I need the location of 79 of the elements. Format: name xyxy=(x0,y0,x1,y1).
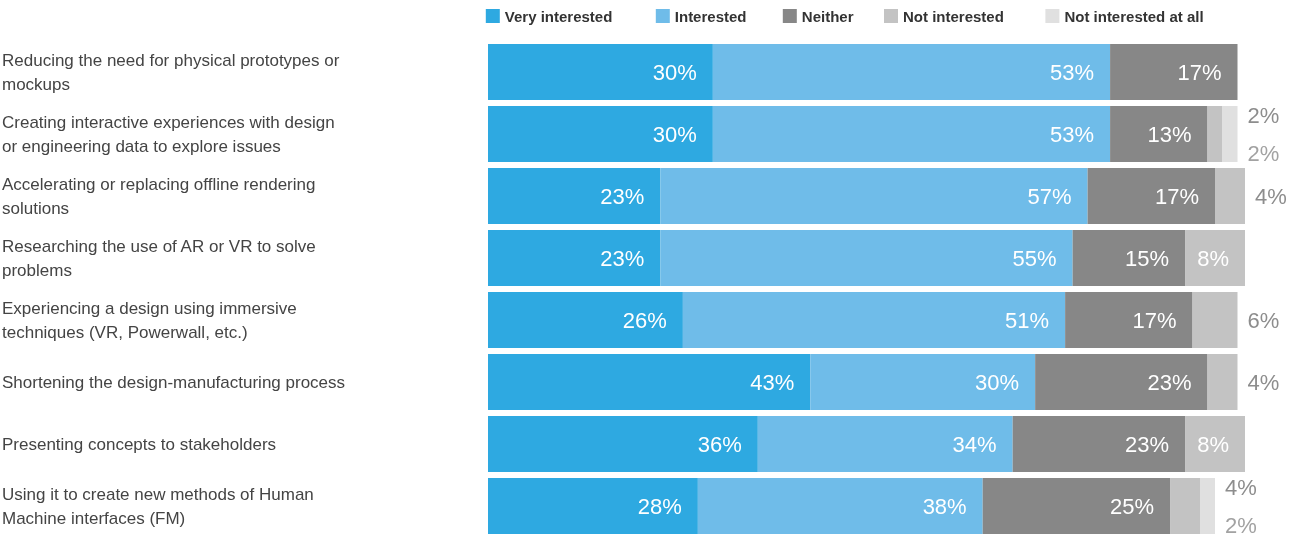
bar xyxy=(660,168,1088,224)
bar xyxy=(488,292,683,348)
data-label: 4% xyxy=(1255,183,1287,209)
data-label: 30% xyxy=(652,59,697,85)
bar xyxy=(1072,230,1186,286)
bar xyxy=(697,478,983,534)
legend-label: Not interested xyxy=(903,7,1004,25)
bar xyxy=(660,230,1073,286)
bar xyxy=(757,416,1013,472)
data-label: 2% xyxy=(1225,512,1257,538)
data-label: 4% xyxy=(1247,369,1280,395)
data-label: 55% xyxy=(1012,245,1057,271)
bar xyxy=(712,44,1111,100)
y-tick-label: Presenting concepts to stakeholders xyxy=(2,434,277,454)
y-tick-label: Reducing the need for physical prototypes or mockups xyxy=(2,50,340,94)
data-label: 23% xyxy=(600,183,645,209)
bar xyxy=(488,416,758,472)
bar xyxy=(488,106,713,162)
data-label: 15% xyxy=(1124,245,1170,271)
data-label: 6% xyxy=(1247,307,1280,333)
data-label: 23% xyxy=(600,245,645,271)
bar xyxy=(1222,106,1238,162)
bar xyxy=(1215,168,1245,224)
bar xyxy=(1192,292,1238,348)
data-label: 26% xyxy=(622,307,667,333)
bar xyxy=(1110,106,1208,162)
data-label: 23% xyxy=(1124,431,1170,457)
bar xyxy=(682,292,1066,348)
bar xyxy=(488,44,713,100)
data-label: 25% xyxy=(1110,493,1155,519)
bar xyxy=(712,106,1111,162)
bar xyxy=(1185,416,1245,472)
data-label: 2% xyxy=(1247,102,1280,128)
y-tick-label: Accelerating or replacing offline rendering solutions xyxy=(2,174,316,218)
data-label: 53% xyxy=(1050,121,1095,147)
data-label: 30% xyxy=(652,121,697,147)
bar xyxy=(1087,168,1216,224)
data-label: 28% xyxy=(637,493,682,519)
data-label: 57% xyxy=(1027,183,1072,209)
data-label: 23% xyxy=(1147,369,1192,395)
bar xyxy=(810,354,1036,410)
data-label: 38% xyxy=(922,493,967,519)
bar xyxy=(1207,106,1223,162)
data-label: 8% xyxy=(1197,245,1229,271)
data-label: 8% xyxy=(1197,431,1229,457)
bar xyxy=(488,230,661,286)
data-label: 34% xyxy=(952,431,997,457)
data-label: 4% xyxy=(1225,474,1257,500)
bar xyxy=(1110,44,1238,100)
legend-label: Not interested at all xyxy=(1064,7,1204,25)
y-tick-label: Using it to create new methods of Human Machine interfaces (FM) xyxy=(2,484,314,528)
bar xyxy=(1185,230,1245,286)
bar xyxy=(488,354,811,410)
data-label: 30% xyxy=(975,369,1020,395)
data-label: 13% xyxy=(1147,121,1192,147)
data-label: 17% xyxy=(1132,307,1177,333)
data-label: 43% xyxy=(750,369,795,395)
data-label: 17% xyxy=(1154,183,1200,209)
data-label: 36% xyxy=(697,431,742,457)
bar xyxy=(1207,354,1238,410)
bar xyxy=(1035,354,1208,410)
legend-label: Very interested xyxy=(504,7,613,25)
y-tick-label: Shortening the design-manufacturing process xyxy=(2,372,346,392)
data-label: 17% xyxy=(1177,59,1222,85)
bar xyxy=(1170,478,1201,534)
data-label: 53% xyxy=(1050,59,1095,85)
y-tick-label: Researching the use of AR or VR to solve problems xyxy=(2,236,316,280)
bar xyxy=(1065,292,1193,348)
legend-label: Interested xyxy=(674,7,747,25)
bar xyxy=(488,168,661,224)
bar xyxy=(982,478,1171,534)
bar xyxy=(1200,478,1216,534)
y-tick-label: Creating interactive experiences with design or engineering data to explore issues xyxy=(2,112,335,156)
bar xyxy=(1012,416,1186,472)
data-label: 2% xyxy=(1247,140,1280,166)
bar xyxy=(488,478,698,534)
data-label: 51% xyxy=(1005,307,1050,333)
y-tick-label: Experiencing a design using immersive techniques (VR, Powerwall, etc.) xyxy=(2,298,297,342)
legend-label: Neither xyxy=(801,7,854,25)
